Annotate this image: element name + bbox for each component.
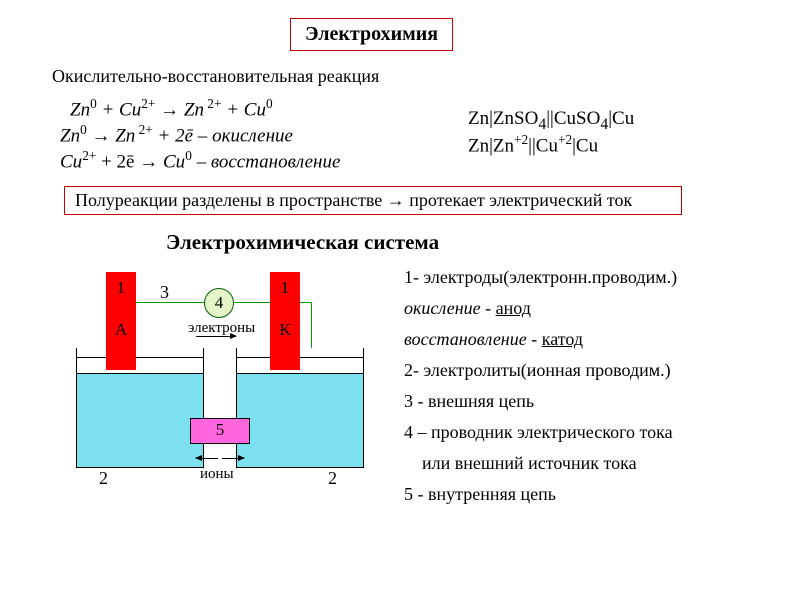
beaker-right bbox=[236, 348, 364, 468]
legend-1: 1- электроды(электронн.проводим.) bbox=[404, 264, 784, 291]
beaker-right-rim bbox=[237, 357, 363, 358]
ion-arrow-left-icon bbox=[196, 458, 218, 459]
beaker-left-rim bbox=[77, 357, 203, 358]
legend-3: 3 - внешняя цепь bbox=[404, 388, 784, 415]
electrolyte-left bbox=[77, 373, 203, 467]
electrode-left-number: 1 bbox=[106, 276, 136, 300]
diagram-label-2-left: 2 bbox=[99, 468, 108, 489]
cathode-mark: К bbox=[270, 318, 300, 342]
equation-oxidation: Zn0 → Zn 2+ + 2ē – окисление bbox=[60, 122, 293, 147]
page-title: Электрохимия bbox=[290, 18, 453, 51]
meter-circle: 4 bbox=[204, 288, 234, 318]
legend-1-reduction: восстановление - катод bbox=[404, 326, 784, 353]
cathode-electrode: 1 К bbox=[270, 272, 300, 370]
redox-heading: Окислительно-восстановительная реакция bbox=[52, 66, 379, 87]
salt-bridge: 5 bbox=[190, 418, 250, 444]
half-reactions-statement: Полуреакции разделены в пространстве → п… bbox=[64, 186, 682, 215]
legend-4: 4 – проводник электрического тока bbox=[404, 419, 784, 446]
beaker-left bbox=[76, 348, 204, 468]
diagram-label-3: 3 bbox=[160, 282, 169, 303]
equation-reduction: Cu2+ + 2ē → Cu0 – восстановление bbox=[60, 148, 340, 173]
electron-arrow-icon bbox=[196, 336, 236, 337]
legend: 1- электроды(электронн.проводим.) окисле… bbox=[404, 264, 784, 512]
legend-2: 2- электролиты(ионная проводим.) bbox=[404, 357, 784, 384]
equation-overall: Zn0 + Cu2+ → Zn 2+ + Cu0 bbox=[70, 96, 273, 121]
anode-electrode: 1 А bbox=[106, 272, 136, 370]
electrode-right-number: 1 bbox=[270, 276, 300, 300]
electrons-label: электроны bbox=[188, 320, 255, 337]
cell-notation-2: Zn|Zn+2||Cu+2|Cu bbox=[468, 132, 598, 157]
diagram-label-2-right: 2 bbox=[328, 468, 337, 489]
legend-1-oxidation: окисление - анод bbox=[404, 295, 784, 322]
anode-mark: А bbox=[106, 318, 136, 342]
legend-4b: или внешний источник тока bbox=[404, 450, 784, 477]
ions-label: ионы bbox=[200, 466, 234, 483]
cell-notation-1: Zn|ZnSO4||CuSO4|Cu bbox=[468, 108, 634, 134]
legend-5: 5 - внутренняя цепь bbox=[404, 481, 784, 508]
system-title: Электрохимическая система bbox=[166, 230, 439, 255]
ion-arrow-right-icon bbox=[222, 458, 244, 459]
electrochemical-cell-diagram: 3 4 электроны 1 А 1 К 5 ионы 2 2 bbox=[44, 276, 384, 536]
electrolyte-right bbox=[237, 373, 363, 467]
